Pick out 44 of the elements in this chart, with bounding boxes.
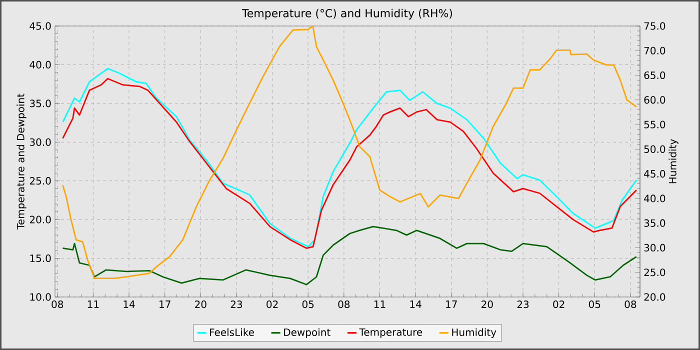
x-tick-label: 08 — [338, 300, 350, 308]
x-tick-label: 02 — [266, 300, 278, 308]
y2-tick-label: 60.0 — [644, 96, 666, 104]
y2-tick-label: 35.0 — [644, 219, 666, 227]
y2-tick-label: 20.0 — [644, 293, 666, 301]
x-tick-label: 23 — [517, 300, 529, 308]
y-tick-label: 30.0 — [30, 138, 51, 146]
x-tick-label: 14 — [124, 300, 135, 308]
x-tick-label: 20 — [195, 300, 206, 308]
y-tick-label: 40.0 — [30, 60, 51, 68]
x-tick-label: 11 — [374, 300, 386, 308]
legend-label: Dewpoint — [284, 328, 330, 338]
x-tick-label: 14 — [410, 300, 422, 308]
x-tick-label: 23 — [230, 300, 242, 308]
x-tick-label: 11 — [88, 300, 99, 308]
chart-title: Temperature (°C) and Humidity (RH%) — [242, 8, 452, 20]
y-axis-title: Temperature and Dewpoint — [16, 94, 26, 230]
y2-tick-label: 25.0 — [644, 268, 666, 276]
legend-label: Temperature — [359, 328, 422, 338]
y-tick-label: 15.0 — [30, 254, 51, 262]
y2-tick-label: 75.0 — [644, 22, 666, 30]
y-tick-label: 10.0 — [30, 293, 51, 301]
y2-tick-label: 40.0 — [644, 194, 666, 202]
y-tick-label: 20.0 — [30, 216, 51, 224]
x-tick-label: 17 — [160, 300, 170, 308]
y2-tick-label: 30.0 — [644, 244, 666, 252]
y2-tick-label: 55.0 — [644, 120, 666, 128]
legend-label: Humidity — [452, 328, 496, 338]
x-tick-label: 08 — [624, 300, 636, 308]
y-tick-label: 45.0 — [30, 22, 51, 30]
y2-tick-label: 50.0 — [644, 145, 666, 153]
y-tick-label: 25.0 — [30, 177, 51, 185]
x-tick-label: 02 — [553, 300, 564, 308]
x-tick-label: 08 — [52, 300, 64, 308]
x-tick-label: 05 — [588, 300, 600, 308]
x-tick-label: 05 — [302, 300, 314, 308]
y2-axis-title: Humidity — [668, 139, 678, 184]
x-tick-label: 20 — [482, 300, 493, 308]
x-tick-label: 17 — [446, 300, 457, 308]
y-tick-label: 35.0 — [30, 100, 51, 108]
y2-tick-label: 45.0 — [644, 170, 666, 178]
y2-tick-label: 65.0 — [644, 71, 666, 80]
legend-label: FeelsLike — [210, 328, 254, 336]
y2-tick-label: 70.0 — [644, 46, 666, 54]
